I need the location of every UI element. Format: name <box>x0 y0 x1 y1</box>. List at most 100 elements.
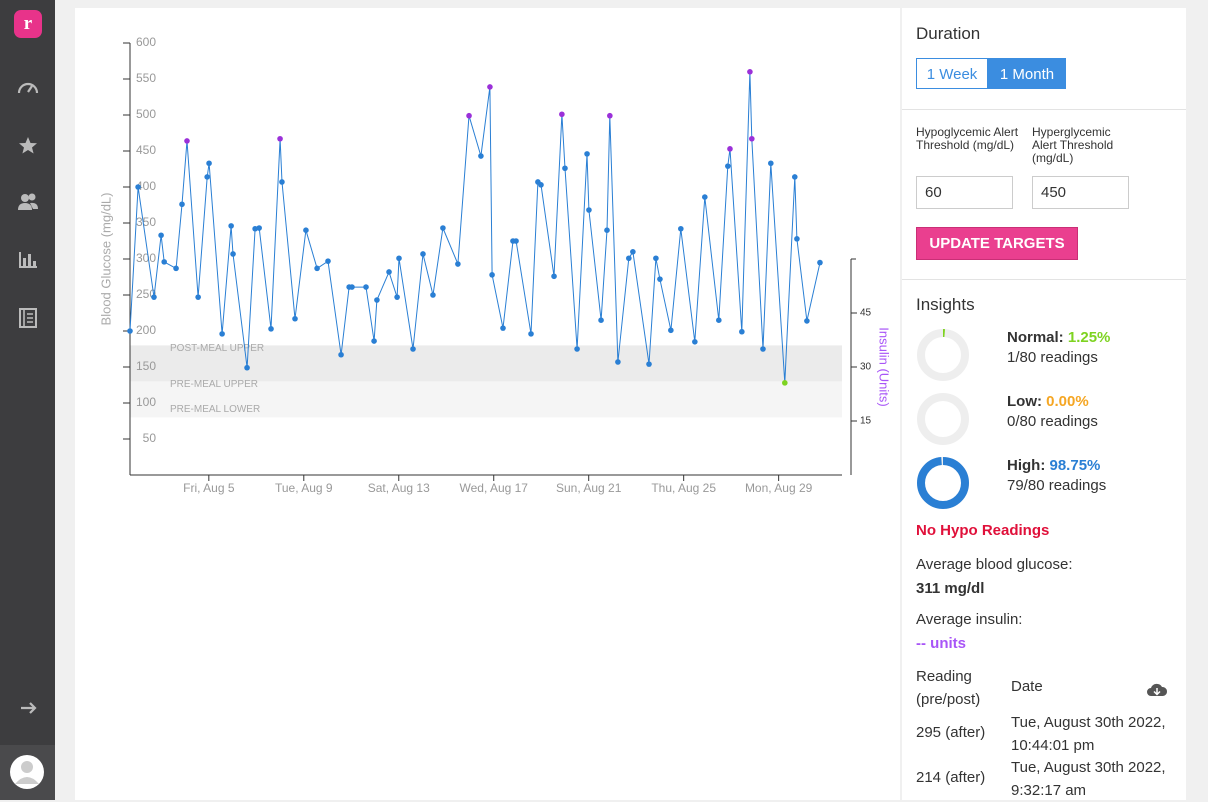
glucose-point <box>791 174 798 180</box>
insight-value: 0.00% <box>1046 393 1089 410</box>
glucose-point <box>692 339 698 345</box>
insight-value: 98.75% <box>1049 457 1101 474</box>
glucose-point <box>727 146 733 152</box>
glucose-point <box>386 269 392 275</box>
threshold-section: Hypoglycemic Alert Threshold (mg/dL) Hyp… <box>902 110 1186 280</box>
glucose-point <box>702 194 708 200</box>
y2-tick-label: 30 <box>860 362 872 373</box>
glucose-line <box>129 71 821 383</box>
glucose-point <box>739 328 745 335</box>
glucose-point <box>584 151 590 157</box>
y-tick-label: 100 <box>136 395 156 409</box>
logo[interactable]: r <box>14 10 42 38</box>
side-panel: Duration 1 Week 1 Month Hypoglycemic Aler… <box>902 8 1186 800</box>
insight-count: 1/80 readings <box>1007 349 1098 366</box>
download-icon[interactable] <box>1146 682 1168 698</box>
glucose-point <box>478 153 484 159</box>
glucose-point <box>303 227 309 233</box>
y-tick-label: 600 <box>136 35 156 49</box>
glucose-point <box>440 225 446 231</box>
band-label: PRE-MEAL UPPER <box>170 379 258 390</box>
glucose-point <box>528 331 534 337</box>
insights-title: Insights <box>916 295 975 314</box>
y-tick-label: 300 <box>136 251 156 265</box>
y2-tick-label: 15 <box>860 416 872 427</box>
glucose-point <box>668 327 674 334</box>
glucose-point <box>396 255 402 262</box>
reports-icon[interactable] <box>19 252 37 268</box>
reading-value: 295 (after) <box>916 724 986 741</box>
glucose-point <box>277 135 283 142</box>
sidebar-icons <box>0 82 55 800</box>
glucose-point <box>725 163 731 169</box>
logout-icon[interactable] <box>21 702 37 714</box>
patients-icon[interactable] <box>18 193 38 211</box>
insight-count: 79/80 readings <box>1007 477 1107 494</box>
glucose-point <box>538 182 544 188</box>
glucose-point <box>559 111 565 118</box>
band-label: PRE-MEAL LOWER <box>170 404 260 415</box>
glucose-point <box>410 346 416 352</box>
donuts <box>917 329 969 509</box>
x-tick-label: Wed, Aug 17 <box>459 481 528 495</box>
duration-button[interactable]: 1 Month <box>988 58 1066 89</box>
avg-glucose-label: Average blood glucose: <box>916 556 1073 573</box>
y-tick-label: 150 <box>136 359 156 373</box>
avg-insulin: -- units <box>916 635 966 652</box>
donut-arc <box>917 329 969 381</box>
donut-track <box>917 393 969 445</box>
glucose-point <box>615 359 621 365</box>
glucose-point <box>646 361 652 367</box>
glucose-point <box>325 258 331 264</box>
glucose-point <box>338 351 344 358</box>
glucose-point <box>204 174 210 180</box>
table-header: Date <box>1011 678 1043 695</box>
glucose-point <box>782 380 788 386</box>
glucose-point <box>374 297 380 303</box>
logbook-icon[interactable] <box>19 308 37 328</box>
donut-arc <box>917 457 969 509</box>
y-tick-label: 50 <box>143 431 157 445</box>
dashboard-needle <box>27 85 33 93</box>
insight-line: Normal: 1.25% <box>1007 329 1110 346</box>
glucose-point <box>371 338 377 344</box>
update-button[interactable]: UPDATE TARGETS <box>916 227 1078 260</box>
field-input[interactable]: 60 <box>916 176 1013 209</box>
glucose-point <box>363 284 369 290</box>
y-tick-label: 400 <box>136 179 156 193</box>
glucose-point <box>127 328 133 334</box>
field-input[interactable]: 450 <box>1032 176 1129 209</box>
glucose-point <box>268 326 274 332</box>
reading-value: 214 (after) <box>916 769 986 786</box>
y-tick-label: 550 <box>136 71 156 85</box>
duration-button[interactable]: 1 Week <box>916 58 988 89</box>
dashboard-icon[interactable] <box>17 82 39 94</box>
glucose-point <box>195 294 201 300</box>
glucose-point <box>256 225 262 231</box>
glucose-point <box>292 315 298 322</box>
field-label: Hypoglycemic Alert Threshold (mg/dL) <box>916 125 1019 152</box>
glucose-point <box>760 346 766 352</box>
glucose-point <box>161 259 167 265</box>
duration-section: Duration 1 Week 1 Month <box>902 8 1186 110</box>
glucose-point <box>228 223 234 229</box>
y-axis-title: Blood Glucose (mg/dL) <box>98 193 113 326</box>
glucose-point <box>173 265 179 272</box>
glucose-point <box>230 251 236 257</box>
favorites-icon[interactable] <box>19 137 37 154</box>
donut-track <box>917 329 969 381</box>
field-label: Hyperglycemic Alert Threshold (mg/dL) <box>1032 125 1114 165</box>
glucose-point <box>500 325 506 331</box>
glucose-point <box>817 259 823 266</box>
hypo-message: No Hypo Readings <box>916 522 1050 539</box>
y2-axis-title: Insulin (Units) <box>877 327 892 406</box>
glucose-point <box>184 138 190 144</box>
glucose-point <box>626 255 632 262</box>
glucose-point <box>598 317 604 324</box>
glucose-point <box>551 273 557 280</box>
glucose-point <box>607 112 613 119</box>
glucose-point <box>794 236 800 242</box>
glucose-point <box>206 160 212 167</box>
glucose-point <box>394 294 400 300</box>
